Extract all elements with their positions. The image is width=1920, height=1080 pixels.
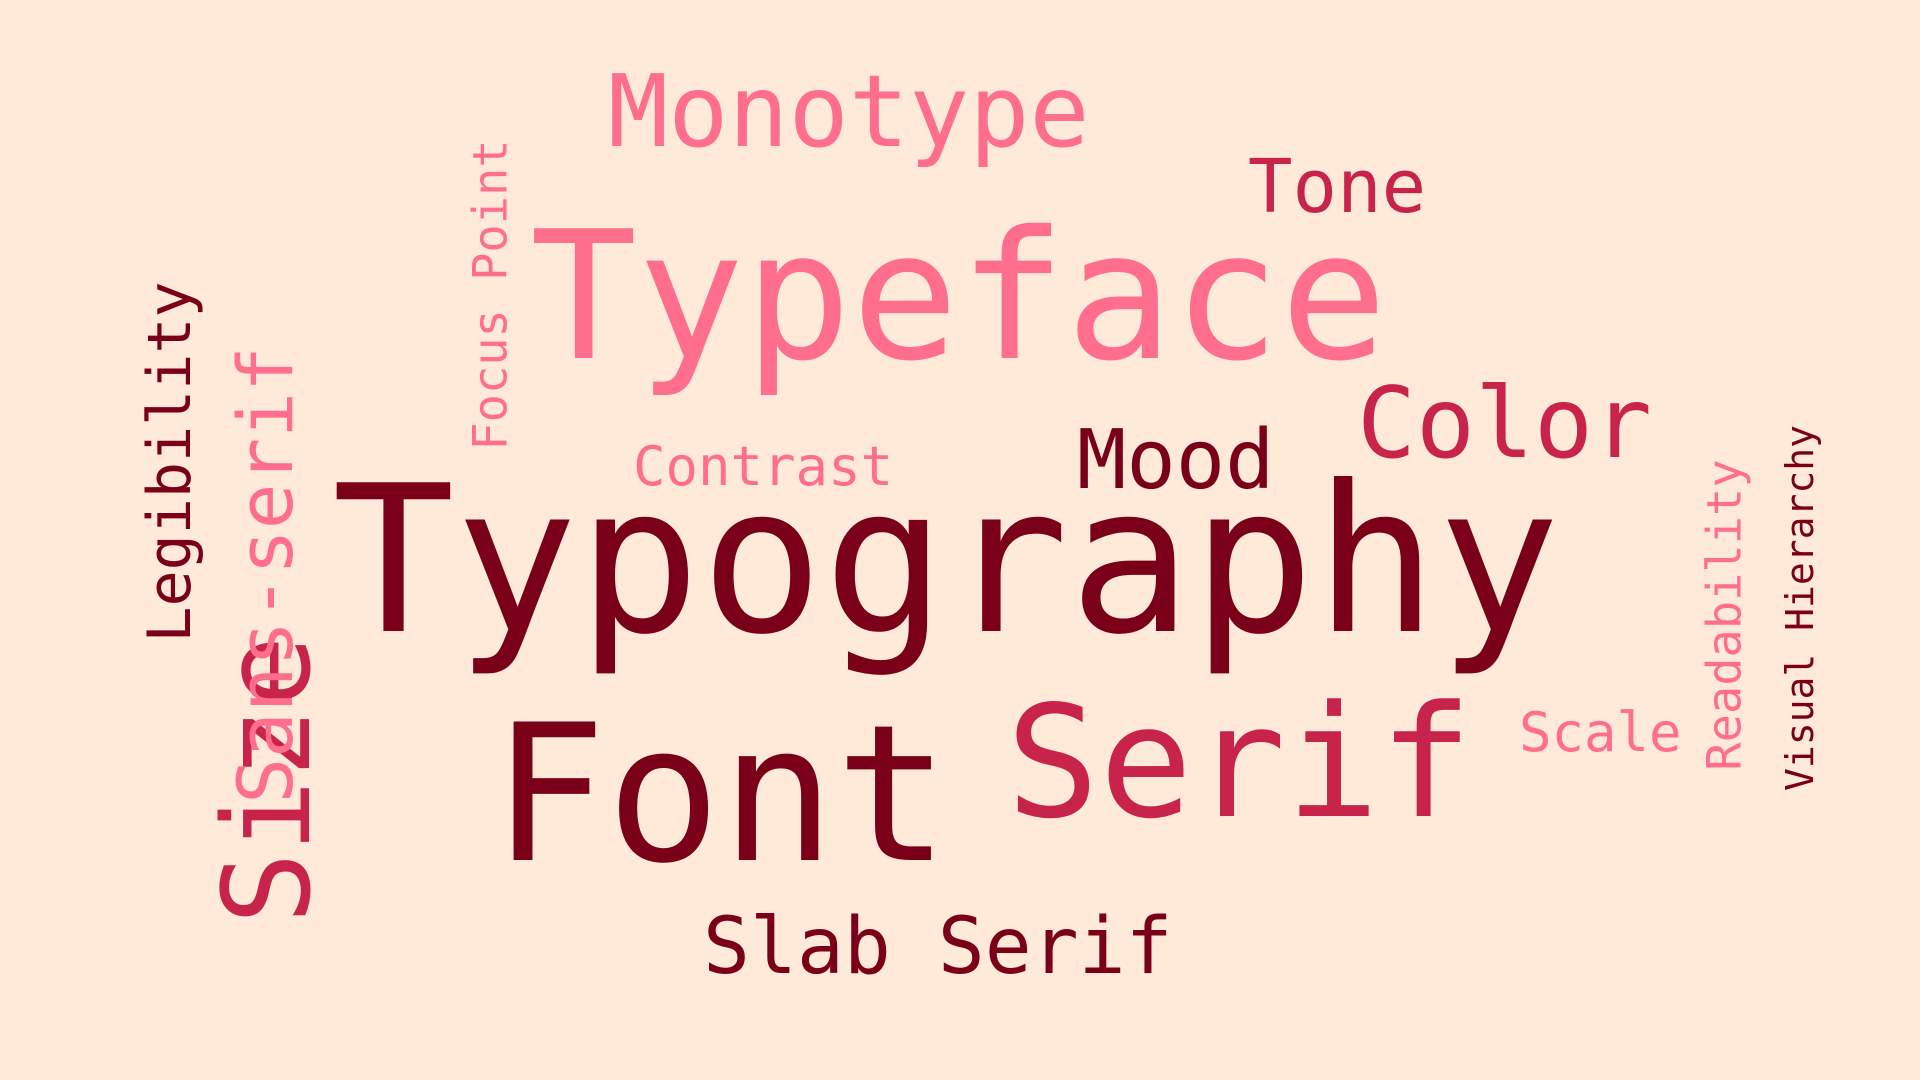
word-readability: Readability [1697, 459, 1753, 771]
word-visual-hierarchy: Visual Hierarchy [1778, 424, 1822, 792]
word-scale: Scale [1519, 701, 1682, 764]
word-serif: Serif [1006, 672, 1473, 853]
word-mood: Mood [1077, 413, 1275, 508]
word-sans-serif: Sans-serif [221, 346, 310, 804]
word-typography: Typography [332, 443, 1561, 680]
word-typeface: Typeface [530, 193, 1388, 400]
word-focus-point: Focus Point [463, 139, 519, 451]
word-monotype: Monotype [608, 53, 1090, 170]
word-color: Color [1357, 367, 1653, 481]
word-font: Font [492, 684, 950, 905]
word-slab-serif: Slab Serif [703, 902, 1173, 992]
word-tone: Tone [1248, 144, 1427, 230]
word-legibility: Legibility [135, 281, 205, 643]
word-contrast: Contrast [633, 435, 894, 498]
